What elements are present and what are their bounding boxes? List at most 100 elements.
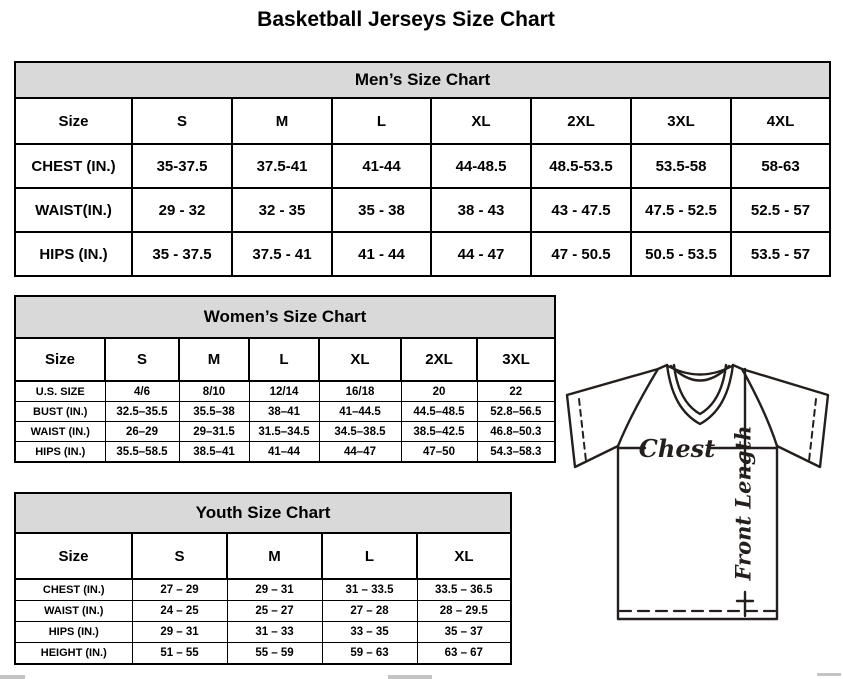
table-row: BUST (IN.) 32.5–35.5 35.5–38 38–41 41–44… bbox=[14, 401, 556, 422]
cell: 35.5–58.5 bbox=[104, 441, 180, 463]
col-header: Size bbox=[14, 532, 133, 580]
womens-header-row: Size S M L XL 2XL 3XL bbox=[14, 337, 557, 382]
cell: 31 – 33 bbox=[226, 621, 323, 643]
table-row: WAIST (IN.) 24 – 25 25 – 27 27 – 28 28 –… bbox=[14, 600, 512, 622]
cell: 41 - 44 bbox=[331, 231, 432, 277]
cell: 38 - 43 bbox=[430, 187, 532, 233]
cell: 51 – 55 bbox=[131, 642, 228, 665]
page-title: Basketball Jerseys Size Chart bbox=[257, 8, 555, 31]
right-cuff-stitch bbox=[808, 398, 817, 462]
cell: 53.5 - 57 bbox=[729, 231, 832, 277]
cell: 29 - 32 bbox=[131, 187, 233, 233]
cell: 34.5–38.5 bbox=[318, 421, 402, 442]
jersey-outline-icon bbox=[565, 363, 830, 621]
youth-header-row: Size S M L XL bbox=[14, 532, 513, 580]
row-label: WAIST (IN.) bbox=[14, 600, 133, 622]
cell: 27 – 29 bbox=[131, 578, 228, 601]
bottom-edge-sliver bbox=[388, 675, 432, 679]
cell: 38.5–41 bbox=[178, 441, 250, 463]
table-row: HIPS (IN.) 29 – 31 31 – 33 33 – 35 35 – … bbox=[14, 621, 512, 643]
bottom-edge-sliver bbox=[0, 675, 25, 679]
cell: 4/6 bbox=[104, 380, 180, 402]
cell: 32.5–35.5 bbox=[104, 401, 180, 422]
cell: 31.5–34.5 bbox=[248, 421, 320, 442]
cell: 43 - 47.5 bbox=[530, 187, 632, 233]
col-header: Size bbox=[14, 97, 133, 145]
cell: 41-44 bbox=[331, 143, 432, 189]
cell: 27 – 28 bbox=[321, 600, 418, 622]
cell: 59 – 63 bbox=[321, 642, 418, 665]
table-row: CHEST (IN.) 27 – 29 29 – 31 31 – 33.5 33… bbox=[14, 578, 512, 601]
table-row: WAIST(IN.) 29 - 32 32 - 35 35 - 38 38 - … bbox=[14, 187, 832, 233]
cell: 35.5–38 bbox=[178, 401, 250, 422]
cell: 37.5 - 41 bbox=[231, 231, 333, 277]
cell: 35 - 37.5 bbox=[131, 231, 233, 277]
table-row: WAIST (IN.) 26–29 29–31.5 31.5–34.5 34.5… bbox=[14, 421, 556, 442]
cell: 26–29 bbox=[104, 421, 180, 442]
mens-header-row: Size S M L XL 2XL 3XL 4XL bbox=[14, 97, 832, 145]
col-header: L bbox=[331, 97, 432, 145]
front-length-label: Front Length bbox=[731, 426, 756, 582]
row-label: CHEST (IN.) bbox=[14, 578, 133, 601]
col-header: 3XL bbox=[475, 337, 557, 382]
row-label: U.S. SIZE bbox=[14, 380, 106, 402]
row-label: HEIGHT (IN.) bbox=[14, 642, 133, 665]
cell: 12/14 bbox=[248, 380, 320, 402]
col-header: XL bbox=[430, 97, 532, 145]
cell: 44–47 bbox=[318, 441, 402, 463]
col-header: 3XL bbox=[630, 97, 732, 145]
col-header: L bbox=[321, 532, 418, 580]
jersey-measurement-diagram: Chest Front Length bbox=[565, 363, 830, 621]
cell: 29 – 31 bbox=[226, 578, 323, 601]
cell: 20 bbox=[400, 380, 478, 402]
col-header: M bbox=[178, 337, 250, 382]
cell: 32 - 35 bbox=[231, 187, 333, 233]
cell: 35-37.5 bbox=[131, 143, 233, 189]
cell: 29–31.5 bbox=[178, 421, 250, 442]
table-row: HEIGHT (IN.) 51 – 55 55 – 59 59 – 63 63 … bbox=[14, 642, 512, 665]
col-header: S bbox=[131, 532, 228, 580]
cell: 24 – 25 bbox=[131, 600, 228, 622]
womens-table-caption: Women’s Size Chart bbox=[13, 295, 557, 339]
left-cuff-stitch bbox=[578, 398, 587, 462]
cell: 29 – 31 bbox=[131, 621, 228, 643]
cell: 38.5–42.5 bbox=[400, 421, 478, 442]
col-header: 4XL bbox=[729, 97, 832, 145]
cell: 55 – 59 bbox=[226, 642, 323, 665]
row-label: CHEST (IN.) bbox=[14, 143, 133, 189]
col-header: 2XL bbox=[400, 337, 478, 382]
col-header: S bbox=[104, 337, 180, 382]
cell: 47 - 50.5 bbox=[530, 231, 632, 277]
mens-size-table: Men’s Size Chart Size S M L XL 2XL 3XL 4… bbox=[13, 61, 832, 277]
col-header: XL bbox=[415, 532, 513, 580]
table-row: CHEST (IN.) 35-37.5 37.5-41 41-44 44-48.… bbox=[14, 143, 832, 189]
col-header: L bbox=[248, 337, 320, 382]
youth-size-table: Youth Size Chart Size S M L XL CHEST (IN… bbox=[13, 492, 513, 665]
cell: 31 – 33.5 bbox=[321, 578, 418, 601]
cell: 47.5 - 52.5 bbox=[630, 187, 732, 233]
cell: 58-63 bbox=[729, 143, 832, 189]
row-label: BUST (IN.) bbox=[14, 401, 106, 422]
cell: 38–41 bbox=[248, 401, 320, 422]
cell: 46.8–50.3 bbox=[476, 421, 556, 442]
cell: 48.5-53.5 bbox=[530, 143, 632, 189]
cell: 35 - 38 bbox=[331, 187, 432, 233]
cell: 50.5 - 53.5 bbox=[630, 231, 732, 277]
cell: 44-48.5 bbox=[430, 143, 532, 189]
cell: 52.5 - 57 bbox=[729, 187, 832, 233]
cell: 47–50 bbox=[400, 441, 478, 463]
cell: 41–44 bbox=[248, 441, 320, 463]
youth-table-caption: Youth Size Chart bbox=[13, 492, 513, 534]
cell: 53.5-58 bbox=[630, 143, 732, 189]
row-label: WAIST(IN.) bbox=[14, 187, 133, 233]
row-label: HIPS (IN.) bbox=[14, 441, 106, 463]
row-label: HIPS (IN.) bbox=[14, 231, 133, 277]
mens-table-caption: Men’s Size Chart bbox=[13, 61, 832, 99]
col-header: M bbox=[226, 532, 323, 580]
cell: 8/10 bbox=[178, 380, 250, 402]
col-header: M bbox=[231, 97, 333, 145]
row-label: HIPS (IN.) bbox=[14, 621, 133, 643]
bottom-edge-sliver bbox=[817, 673, 841, 676]
cell: 37.5-41 bbox=[231, 143, 333, 189]
cell: 54.3–58.3 bbox=[476, 441, 556, 463]
